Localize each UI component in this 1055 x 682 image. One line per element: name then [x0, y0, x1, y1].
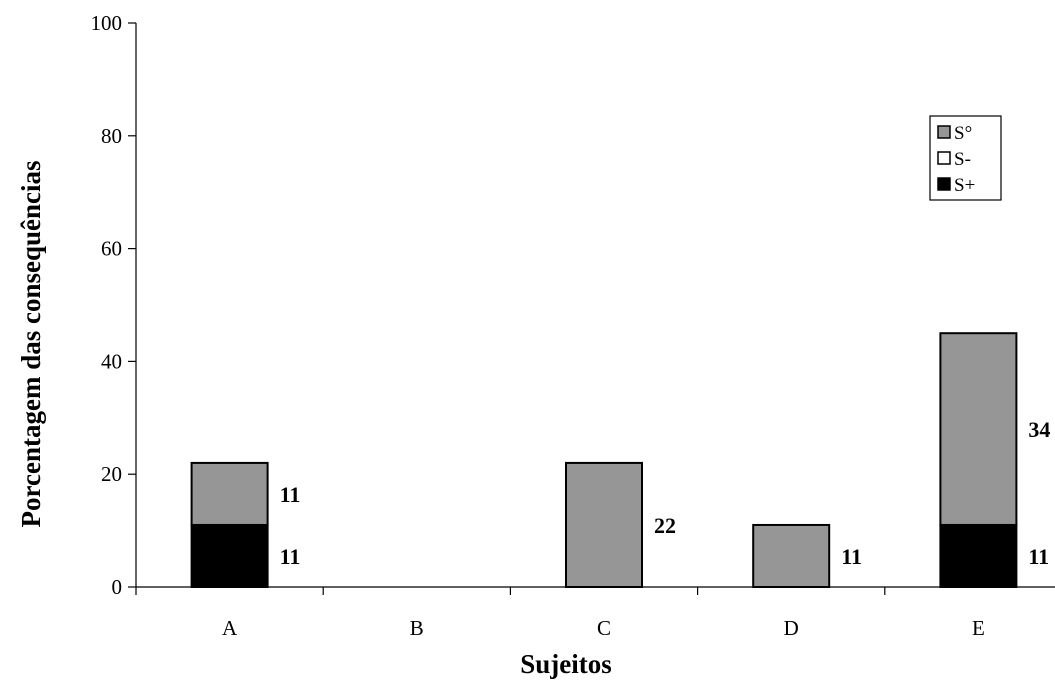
data-label: 22 [654, 513, 676, 538]
legend-swatch [937, 151, 951, 165]
y-axis-title: Porcentagem das consequências [16, 161, 46, 528]
legend-swatch [937, 125, 951, 139]
x-tick-label: E [972, 616, 985, 640]
data-label: 34 [1028, 417, 1050, 442]
x-axis-title: Sujeitos [520, 649, 612, 679]
data-label: 11 [841, 544, 862, 569]
bar-segment [752, 523, 831, 589]
bar-segment [190, 523, 269, 589]
x-tick-label: C [597, 616, 611, 640]
y-tick-label: 100 [91, 11, 123, 35]
bar-segment [939, 523, 1018, 589]
legend-label: S- [954, 149, 971, 170]
data-label: 11 [280, 482, 301, 507]
legend-swatch [937, 177, 951, 191]
bar-segment [939, 332, 1018, 526]
y-tick-label: 0 [112, 575, 123, 599]
legend-label: S° [954, 123, 972, 144]
data-labels: 11 11 22 11 11 34 [280, 417, 1051, 569]
y-tick-label: 20 [101, 462, 122, 486]
x-tick-label: B [410, 616, 424, 640]
y-tick-label: 40 [101, 349, 122, 373]
data-label: 11 [280, 544, 301, 569]
data-label: 11 [1028, 544, 1049, 569]
x-axis: A B C D E [135, 586, 1055, 640]
y-tick-label: 80 [101, 124, 122, 148]
legend-label: S+ [954, 175, 975, 196]
y-tick-label: 60 [101, 237, 122, 261]
bar-segment [565, 461, 643, 589]
legend: S° S- S+ [929, 115, 1002, 201]
bars [190, 332, 1018, 589]
y-axis: 0 20 40 60 80 100 [91, 11, 137, 599]
x-tick-label: A [222, 616, 238, 640]
bar-segment [190, 461, 269, 526]
x-tick-label: D [784, 616, 799, 640]
